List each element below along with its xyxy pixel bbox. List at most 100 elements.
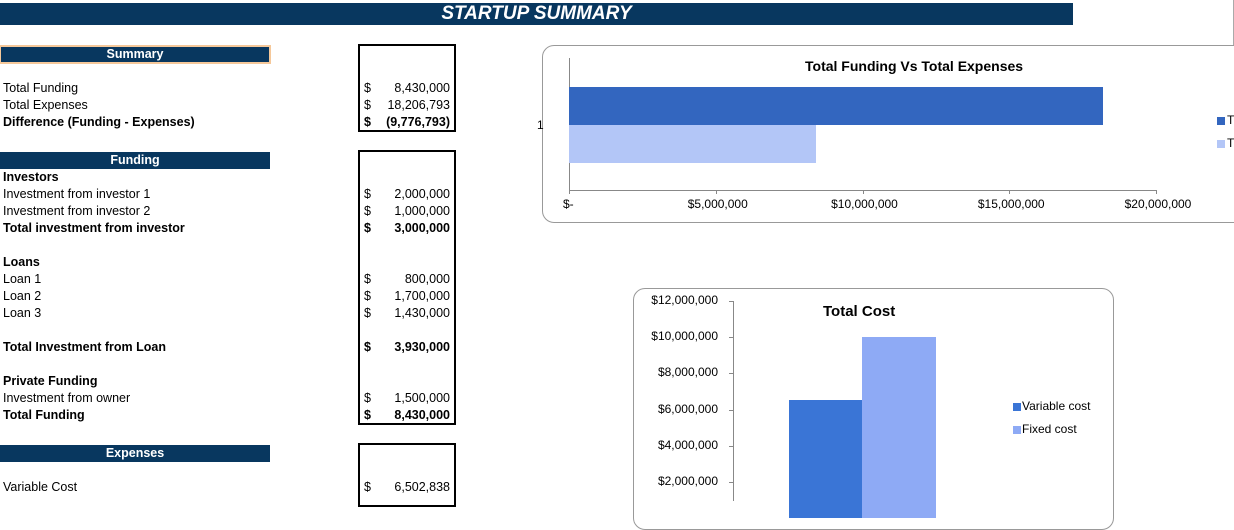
chart2-y-tick-label: $6,000,000 bbox=[657, 401, 718, 416]
currency-symbol: $ bbox=[364, 306, 371, 320]
chart2-y-tick-label: $10,000,000 bbox=[651, 329, 718, 344]
row-label: Investment from owner bbox=[3, 391, 131, 405]
currency-symbol: $ bbox=[364, 221, 371, 235]
row-value[interactable]: $1,000,000 bbox=[362, 203, 452, 220]
chart1-x-tick-label: $5,000,000 bbox=[687, 197, 748, 211]
currency-symbol: $ bbox=[364, 272, 371, 286]
amount: 6,502,838 bbox=[394, 480, 450, 494]
page-title: STARTUP SUMMARY bbox=[0, 3, 1073, 25]
row-value[interactable]: $2,000,000 bbox=[362, 186, 452, 203]
row-label: Loan 3 bbox=[3, 306, 42, 320]
currency-symbol: $ bbox=[364, 115, 371, 129]
currency-symbol: $ bbox=[364, 289, 371, 303]
chart1-x-tick-mark bbox=[1009, 190, 1011, 194]
expenses-header: Expenses bbox=[0, 445, 270, 462]
chart1-bar-series-2[interactable] bbox=[569, 125, 817, 163]
chart1-category-label: 1 bbox=[537, 118, 544, 132]
row-label: Loan 1 bbox=[3, 272, 42, 286]
chart1-x-tick-label: $10,000,000 bbox=[831, 197, 898, 211]
funding-value-box bbox=[358, 150, 456, 425]
amount: 18,206,793 bbox=[387, 98, 450, 112]
funding-header: Funding bbox=[0, 152, 270, 169]
chart2-legend-swatch bbox=[1013, 426, 1021, 434]
chart1-legend-label: T bbox=[1227, 113, 1234, 127]
chart2-y-tick-label: $8,000,000 bbox=[657, 365, 718, 380]
chart2-y-tick-mark bbox=[729, 481, 733, 483]
chart2-legend-label: Variable cost bbox=[1022, 399, 1091, 413]
expenses-value-box bbox=[358, 443, 456, 507]
amount: 800,000 bbox=[404, 272, 450, 286]
chart2-y-tick-mark bbox=[729, 409, 733, 411]
row-value[interactable]: $1,700,000 bbox=[362, 288, 452, 305]
row-value[interactable]: $800,000 bbox=[362, 271, 452, 288]
row-value[interactable]: $8,430,000 bbox=[362, 407, 452, 424]
currency-symbol: $ bbox=[364, 81, 371, 95]
amount: 2,000,000 bbox=[394, 187, 450, 201]
row-label: Variable Cost bbox=[3, 480, 78, 494]
row-label: Total Investment from Loan bbox=[3, 340, 166, 354]
chart1-legend-swatch bbox=[1217, 140, 1225, 148]
row-value[interactable]: $3,930,000 bbox=[362, 339, 452, 356]
currency-symbol: $ bbox=[364, 391, 371, 405]
amount: 1,500,000 bbox=[394, 391, 450, 405]
chart2-title: Total Cost bbox=[823, 303, 896, 320]
chart1-x-tick-mark bbox=[569, 190, 570, 194]
amount: 1,700,000 bbox=[394, 289, 450, 303]
row-label: Loans bbox=[3, 255, 40, 269]
currency-symbol: $ bbox=[364, 408, 371, 422]
row-label: Investors bbox=[3, 170, 59, 184]
chart2-y-axis bbox=[733, 301, 734, 501]
amount: (9,776,793) bbox=[386, 115, 450, 129]
row-value[interactable]: $3,000,000 bbox=[362, 220, 452, 237]
chart2-y-tick-label: $12,000,000 bbox=[651, 293, 718, 307]
chart1-title: Total Funding Vs Total Expenses bbox=[805, 58, 1024, 74]
row-label: Total Expenses bbox=[3, 98, 88, 112]
row-label: Loan 2 bbox=[3, 289, 42, 303]
chart2-legend-swatch bbox=[1013, 403, 1021, 411]
row-value[interactable]: $1,430,000 bbox=[362, 305, 452, 322]
row-label: Difference (Funding - Expenses) bbox=[3, 115, 195, 129]
amount: 3,000,000 bbox=[394, 221, 450, 235]
chart1-legend-label: T bbox=[1227, 136, 1234, 150]
row-value[interactable]: $18,206,793 bbox=[362, 97, 452, 114]
chart1-x-tick-mark bbox=[715, 190, 717, 194]
currency-symbol: $ bbox=[364, 187, 371, 201]
chart2-y-tick-mark bbox=[729, 301, 733, 302]
amount: 8,430,000 bbox=[394, 81, 450, 95]
chart2-y-tick-mark bbox=[729, 373, 733, 375]
currency-symbol: $ bbox=[364, 204, 371, 218]
chart2-bar-variable-cost[interactable] bbox=[789, 400, 862, 518]
summary-header[interactable]: Summary bbox=[0, 45, 271, 64]
chart2-y-tick-mark bbox=[729, 445, 733, 447]
chart1-x-tick-label: $20,000,000 bbox=[1124, 197, 1192, 211]
row-label: Total Funding bbox=[3, 408, 85, 422]
chart1-x-tick-label: $15,000,000 bbox=[977, 197, 1045, 211]
row-label: Total Funding bbox=[3, 81, 79, 95]
amount: 8,430,000 bbox=[394, 408, 450, 422]
row-value[interactable]: $ (9,776,793) bbox=[362, 114, 452, 131]
chart2-y-tick-label: $2,000,000 bbox=[657, 473, 718, 488]
row-label: Investment from investor 2 bbox=[3, 204, 151, 218]
chart1-x-tick-label: $- bbox=[563, 197, 574, 211]
currency-symbol: $ bbox=[364, 98, 371, 112]
chart2-y-tick-label: $4,000,000 bbox=[657, 437, 718, 452]
chart2-y-tick-mark bbox=[729, 337, 733, 339]
amount: 1,430,000 bbox=[394, 306, 450, 320]
row-value[interactable]: $1,500,000 bbox=[362, 390, 452, 407]
currency-symbol: $ bbox=[364, 480, 371, 494]
chart1-bar-series-1[interactable] bbox=[569, 87, 1104, 125]
row-label: Total investment from investor bbox=[3, 221, 185, 235]
row-value[interactable]: $6,502,838 bbox=[362, 479, 452, 496]
chart1-x-tick-mark bbox=[862, 190, 864, 194]
amount: 1,000,000 bbox=[394, 204, 450, 218]
chart2-bar-fixed-cost[interactable] bbox=[862, 337, 936, 518]
chart1-x-tick-mark bbox=[1156, 190, 1157, 194]
row-value[interactable]: $8,430,000 bbox=[362, 80, 452, 97]
summary-value-box bbox=[358, 44, 456, 132]
chart2-legend-label: Fixed cost bbox=[1022, 422, 1077, 436]
currency-symbol: $ bbox=[364, 340, 371, 354]
row-label: Private Funding bbox=[3, 374, 98, 388]
chart1-legend-swatch bbox=[1217, 117, 1225, 125]
amount: 3,930,000 bbox=[394, 340, 450, 354]
row-label: Investment from investor 1 bbox=[3, 187, 151, 201]
